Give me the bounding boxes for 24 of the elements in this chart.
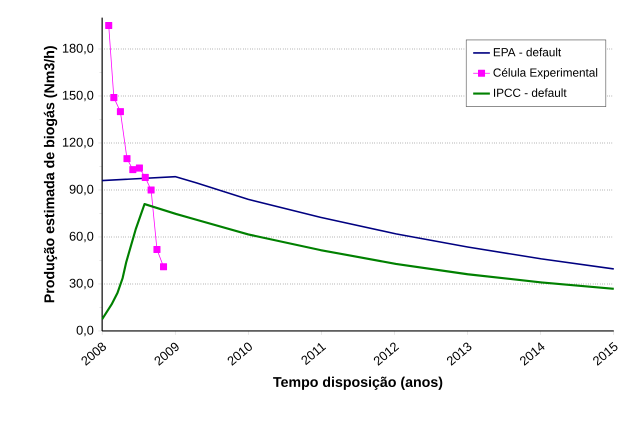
y-tick-label: 30,0 (70, 278, 94, 290)
point (160, 263, 168, 270)
line-series (101, 202, 615, 320)
point (136, 164, 143, 172)
y-axis-title: Produção estimada de biogás (Nm3/h) (44, 46, 58, 302)
legend-label: Célula Experimental (494, 68, 598, 79)
legend-label: EPA - default (494, 48, 562, 56)
y-tick-label: 180,0 (62, 44, 94, 54)
y-tick-label: 120,0 (62, 138, 94, 148)
legend-label: IPCC - default (494, 88, 567, 97)
x-axis-title: Tempo disposição (anos) (273, 376, 442, 390)
point (148, 186, 155, 194)
y-tick-label: 0,0 (76, 326, 94, 336)
y-tick-label: 60,0 (70, 232, 94, 242)
point (129, 166, 136, 174)
point (116, 108, 124, 116)
point (110, 94, 118, 101)
point (105, 22, 112, 29)
point (142, 174, 149, 181)
point (123, 155, 131, 162)
y-tick-label: 150,0 (62, 90, 94, 102)
point (153, 246, 160, 253)
y-tick-label: 90,0 (70, 184, 94, 196)
line-series (101, 176, 615, 270)
